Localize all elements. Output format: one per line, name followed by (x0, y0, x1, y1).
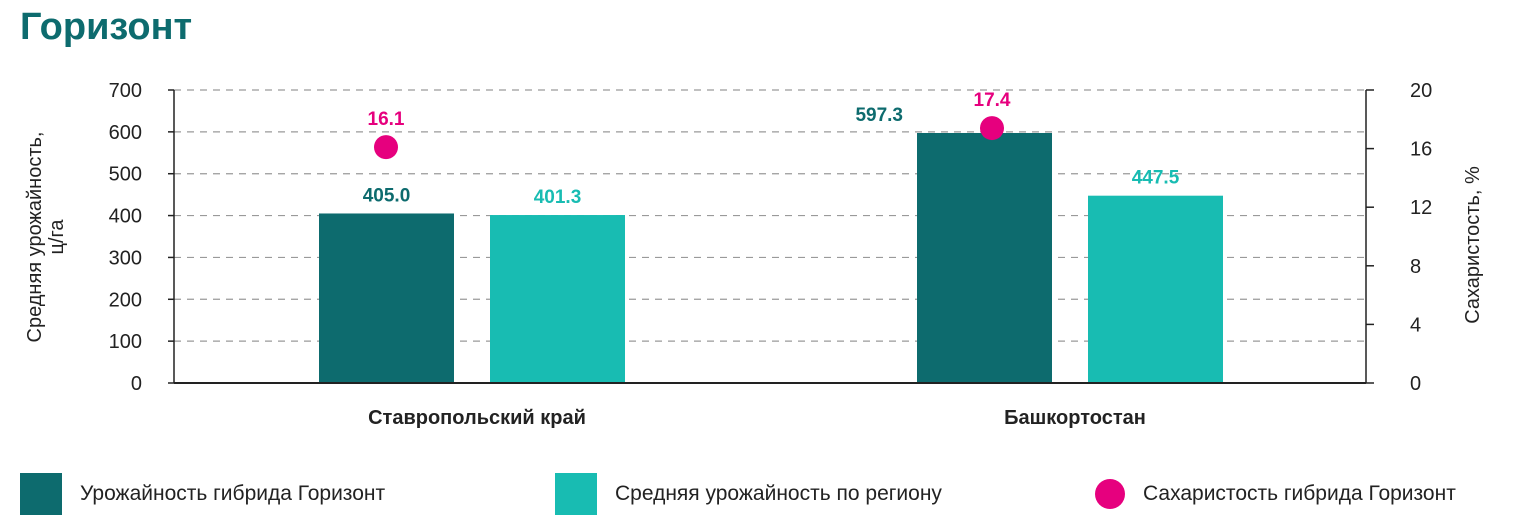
y-axis-title-line: Средняя урожайность, (24, 132, 46, 343)
data-label: 405.0 (363, 185, 411, 206)
point-sugar-content (374, 135, 398, 160)
y2-tick-label: 8 (1410, 256, 1421, 278)
y-tick-label: 0 (131, 373, 142, 395)
legend-marker-sugar-content (1095, 479, 1125, 509)
y2-tick-label: 20 (1410, 80, 1432, 102)
y-tick-label: 200 (109, 289, 142, 311)
y-tick-label: 100 (109, 331, 142, 353)
legend-label-region-yield: Средняя урожайность по региону (615, 482, 942, 505)
data-label: 447.5 (1132, 168, 1180, 189)
y2-axis-title: Сахаристость, % (1462, 166, 1484, 324)
bar-region-yield (1088, 195, 1223, 383)
data-label: 17.4 (974, 90, 1011, 111)
x-tick-label: Башкортостан (1004, 407, 1146, 429)
point-sugar-content (980, 116, 1004, 141)
y-tick-label: 600 (109, 122, 142, 144)
combo-chart: 0 100 200 300 400 500 600 700 0 4 8 12 16 20 405.0 401.… (24, 80, 1484, 429)
bar-region-yield (490, 215, 625, 383)
legend-swatch-hybrid-yield (20, 473, 62, 515)
legend-swatch-region-yield (555, 473, 597, 515)
y-axis-title: Средняя урожайность,ц/га (24, 132, 68, 343)
data-label: 597.3 (855, 105, 903, 126)
y-tick-label: 500 (109, 164, 142, 186)
y2-tick-label: 12 (1410, 197, 1432, 219)
data-label: 401.3 (534, 187, 582, 208)
bar-hybrid-yield (319, 213, 454, 383)
y-tick-label: 700 (109, 80, 142, 102)
data-label: 16.1 (368, 109, 405, 130)
legend-label-hybrid-yield: Урожайность гибрида Горизонт (80, 482, 386, 505)
y2-tick-label: 16 (1410, 139, 1432, 161)
x-tick-label: Ставропольский край (368, 407, 586, 429)
legend: Урожайность гибрида Горизонт Средняя уро… (0, 470, 1516, 518)
legend-item-region-yield: Средняя урожайность по региону (555, 470, 942, 518)
y-axis-title-line: ц/га (46, 219, 68, 255)
legend-item-sugar-content: Сахаристость гибрида Горизонт (1095, 470, 1456, 518)
bar-hybrid-yield (917, 132, 1052, 383)
y-tick-label: 400 (109, 206, 142, 228)
legend-item-hybrid-yield: Урожайность гибрида Горизонт (20, 470, 385, 518)
y-tick-label: 300 (109, 247, 142, 269)
y2-tick-label: 0 (1410, 373, 1421, 395)
legend-label-sugar-content: Сахаристость гибрида Горизонт (1143, 482, 1456, 505)
chart-title: Горизонт (20, 6, 193, 48)
y2-tick-label: 4 (1410, 314, 1421, 336)
